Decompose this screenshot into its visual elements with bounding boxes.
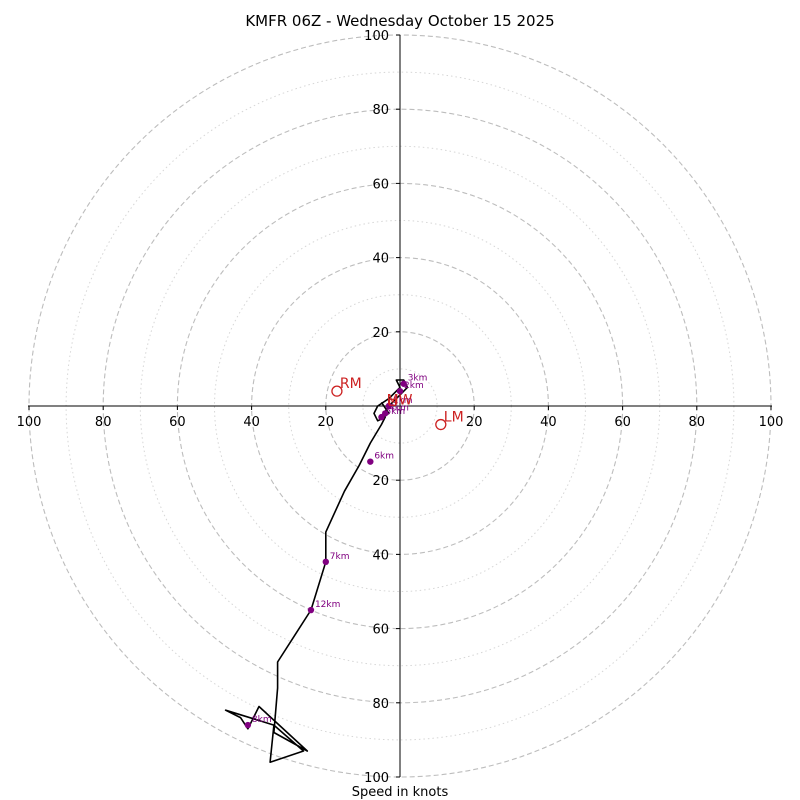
y-tick-label: 20 bbox=[372, 326, 389, 341]
height-marker: 6km bbox=[367, 452, 394, 465]
storm-motion-markers: RM LM MW bbox=[331, 376, 464, 431]
axis-ticks: 100 80 60 40 20 20 40 60 80 100 20 40 60 80 100 20 40 60 8… bbox=[17, 29, 784, 786]
height-marker-label: 4km bbox=[389, 403, 409, 413]
x-tick-label: 60 bbox=[614, 415, 631, 430]
storm-motion-label: RM bbox=[340, 376, 362, 392]
mean-wind-square bbox=[388, 398, 397, 406]
y-tick-label: 60 bbox=[372, 177, 389, 192]
x-tick-label: 80 bbox=[689, 415, 706, 430]
x-tick-label: 40 bbox=[540, 415, 557, 430]
height-marker: 1km bbox=[385, 396, 413, 410]
height-marker-dot bbox=[378, 413, 385, 421]
height-marker-label: 7km bbox=[330, 552, 350, 562]
storm-motion-lm: LM bbox=[435, 410, 464, 431]
y-tick-label: 80 bbox=[372, 697, 389, 712]
chart-title: KMFR 06Z - Wednesday October 15 2025 bbox=[245, 12, 554, 30]
height-marker: 7km bbox=[322, 552, 350, 566]
x-tick-label: 80 bbox=[95, 415, 112, 430]
height-marker-label: 12km bbox=[315, 600, 340, 610]
height-marker: 5km bbox=[378, 407, 405, 421]
height-marker-dot bbox=[244, 721, 252, 729]
storm-motion-mw: MW bbox=[387, 392, 413, 408]
height-marker-label: 3km bbox=[408, 374, 428, 384]
y-tick-label: 20 bbox=[372, 474, 389, 489]
height-marker-label: 5km bbox=[385, 407, 405, 417]
height-marker-dot bbox=[385, 402, 393, 410]
x-tick-label: 40 bbox=[243, 415, 260, 430]
x-tick-label: 100 bbox=[17, 415, 42, 430]
height-marker-dot bbox=[307, 606, 315, 614]
storm-motion-circle bbox=[435, 418, 447, 431]
y-tick-label: 100 bbox=[364, 771, 389, 786]
x-tick-label: 20 bbox=[318, 415, 335, 430]
y-tick-label: 40 bbox=[372, 252, 389, 267]
y-tick-label: 100 bbox=[364, 29, 389, 44]
y-tick-label: 80 bbox=[372, 103, 389, 118]
height-marker: 12km bbox=[307, 600, 340, 614]
height-marker-label: 1km bbox=[393, 396, 413, 406]
y-tick-label: 60 bbox=[372, 623, 389, 638]
height-marker-label: 6km bbox=[374, 452, 394, 462]
height-marker-label: 8km bbox=[252, 715, 272, 725]
x-tick-label: 100 bbox=[759, 415, 784, 430]
height-marker: 2km bbox=[396, 381, 424, 395]
height-marker: 8km bbox=[244, 715, 272, 729]
storm-motion-rm: RM bbox=[331, 376, 362, 397]
x-tick-label: 60 bbox=[169, 415, 186, 430]
height-marker-dot bbox=[400, 380, 407, 387]
height-marker-dot bbox=[322, 558, 329, 566]
y-tick-label: 40 bbox=[372, 548, 389, 563]
axes bbox=[28, 35, 772, 777]
height-marker-label: 2km bbox=[404, 381, 424, 391]
storm-motion-label: LM bbox=[444, 410, 464, 426]
height-marker-dot bbox=[396, 387, 404, 395]
height-marker: 3km bbox=[400, 374, 428, 387]
x-tick-label: 20 bbox=[466, 415, 483, 430]
x-axis-label: Speed in knots bbox=[352, 785, 449, 800]
storm-motion-circle bbox=[331, 385, 343, 397]
storm-motion-label: MW bbox=[387, 392, 413, 408]
height-marker-dot bbox=[367, 458, 374, 465]
